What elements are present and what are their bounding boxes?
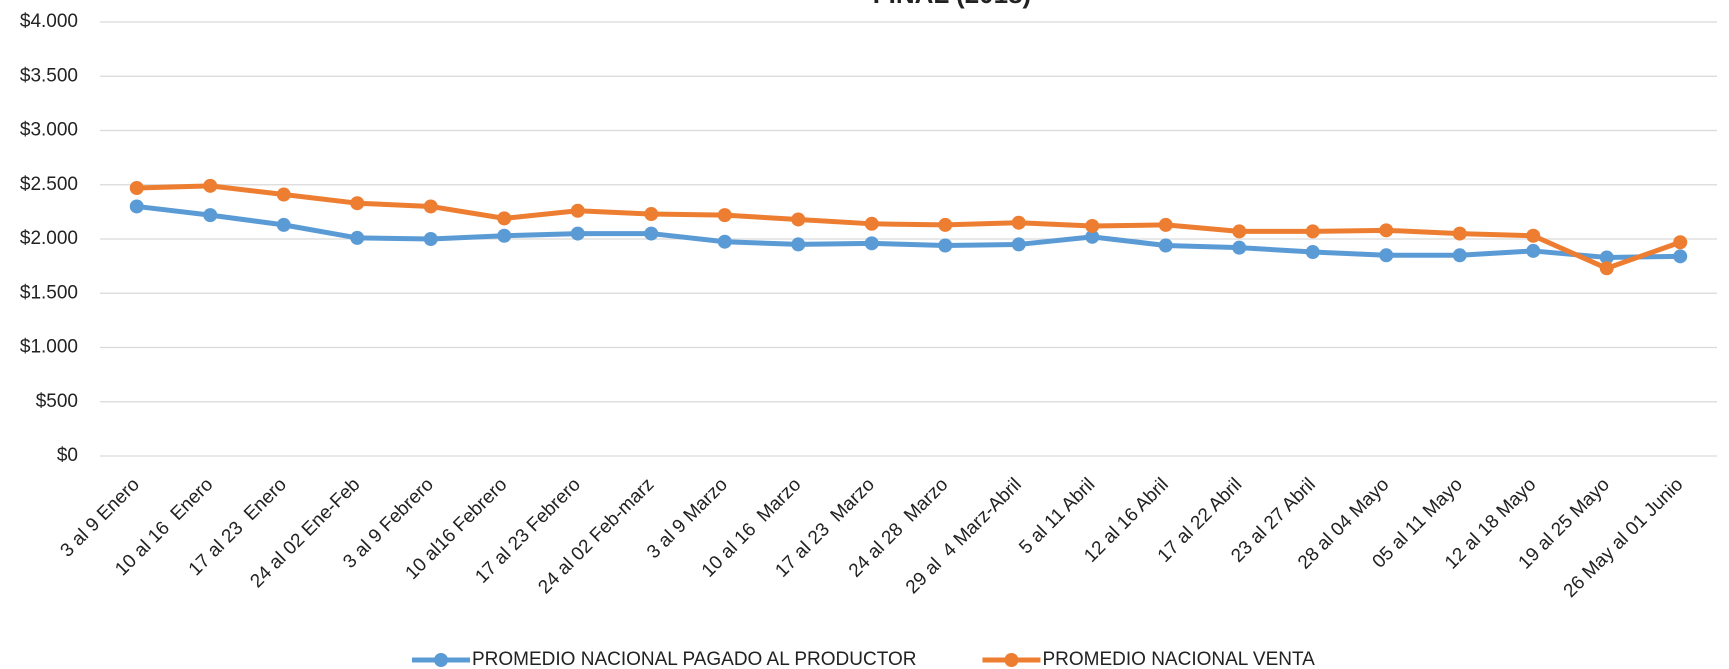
data-point xyxy=(1232,224,1247,239)
data-point xyxy=(1305,224,1320,239)
legend-label: PROMEDIO NACIONAL VENTA xyxy=(1042,649,1315,669)
data-point xyxy=(1158,217,1173,232)
data-point xyxy=(1673,235,1688,250)
data-point xyxy=(1305,245,1320,260)
series-line xyxy=(136,203,1681,260)
data-point xyxy=(1232,240,1247,255)
y-tick-label: $1.500 xyxy=(20,282,78,303)
data-point xyxy=(497,228,512,243)
legend-label: PROMEDIO NACIONAL PAGADO AL PRODUCTOR xyxy=(472,649,916,669)
data-point xyxy=(129,181,144,196)
data-point xyxy=(423,232,438,246)
y-tick-label: $1.000 xyxy=(20,337,78,358)
data-point xyxy=(350,196,365,211)
data-point xyxy=(1085,218,1100,233)
data-point xyxy=(864,216,879,231)
data-point xyxy=(864,236,879,251)
data-point xyxy=(644,226,659,241)
data-point xyxy=(1452,226,1467,241)
data-point xyxy=(644,207,659,222)
data-point xyxy=(276,217,291,232)
data-point xyxy=(1599,250,1614,265)
data-point xyxy=(350,230,365,245)
data-point xyxy=(1673,249,1688,264)
data-point xyxy=(717,208,732,223)
data-point xyxy=(1158,238,1173,253)
data-point xyxy=(1452,248,1467,263)
data-point xyxy=(203,178,218,193)
data-point xyxy=(570,203,585,218)
data-point xyxy=(791,237,806,252)
data-point xyxy=(423,199,438,214)
data-point xyxy=(129,199,144,214)
data-point xyxy=(717,234,732,249)
data-point xyxy=(1379,223,1394,238)
data-point xyxy=(1085,229,1100,244)
data-point xyxy=(1011,237,1026,252)
chart-title: FINAL (2018) xyxy=(873,0,1031,9)
y-tick-label: $3.000 xyxy=(20,120,78,141)
data-point xyxy=(276,187,291,202)
data-point xyxy=(938,217,953,232)
y-tick-label: $2.500 xyxy=(20,174,78,195)
data-point xyxy=(570,226,585,241)
legend-marker xyxy=(1004,653,1019,667)
data-point xyxy=(1526,243,1541,258)
y-tick-label: $0 xyxy=(57,445,78,466)
data-point xyxy=(1379,248,1394,263)
series-line xyxy=(136,183,1682,271)
data-point xyxy=(1526,228,1541,243)
data-point xyxy=(1599,261,1614,276)
y-tick-label: $3.500 xyxy=(20,65,78,86)
data-point xyxy=(203,208,218,223)
legend-marker xyxy=(434,653,448,667)
y-tick-label: $4.000 xyxy=(20,11,78,32)
y-tick-label: $500 xyxy=(36,391,78,412)
data-point xyxy=(791,212,806,227)
data-point xyxy=(497,211,512,226)
y-tick-label: $2.000 xyxy=(20,228,78,249)
data-point xyxy=(938,238,953,253)
data-point xyxy=(1011,215,1026,230)
